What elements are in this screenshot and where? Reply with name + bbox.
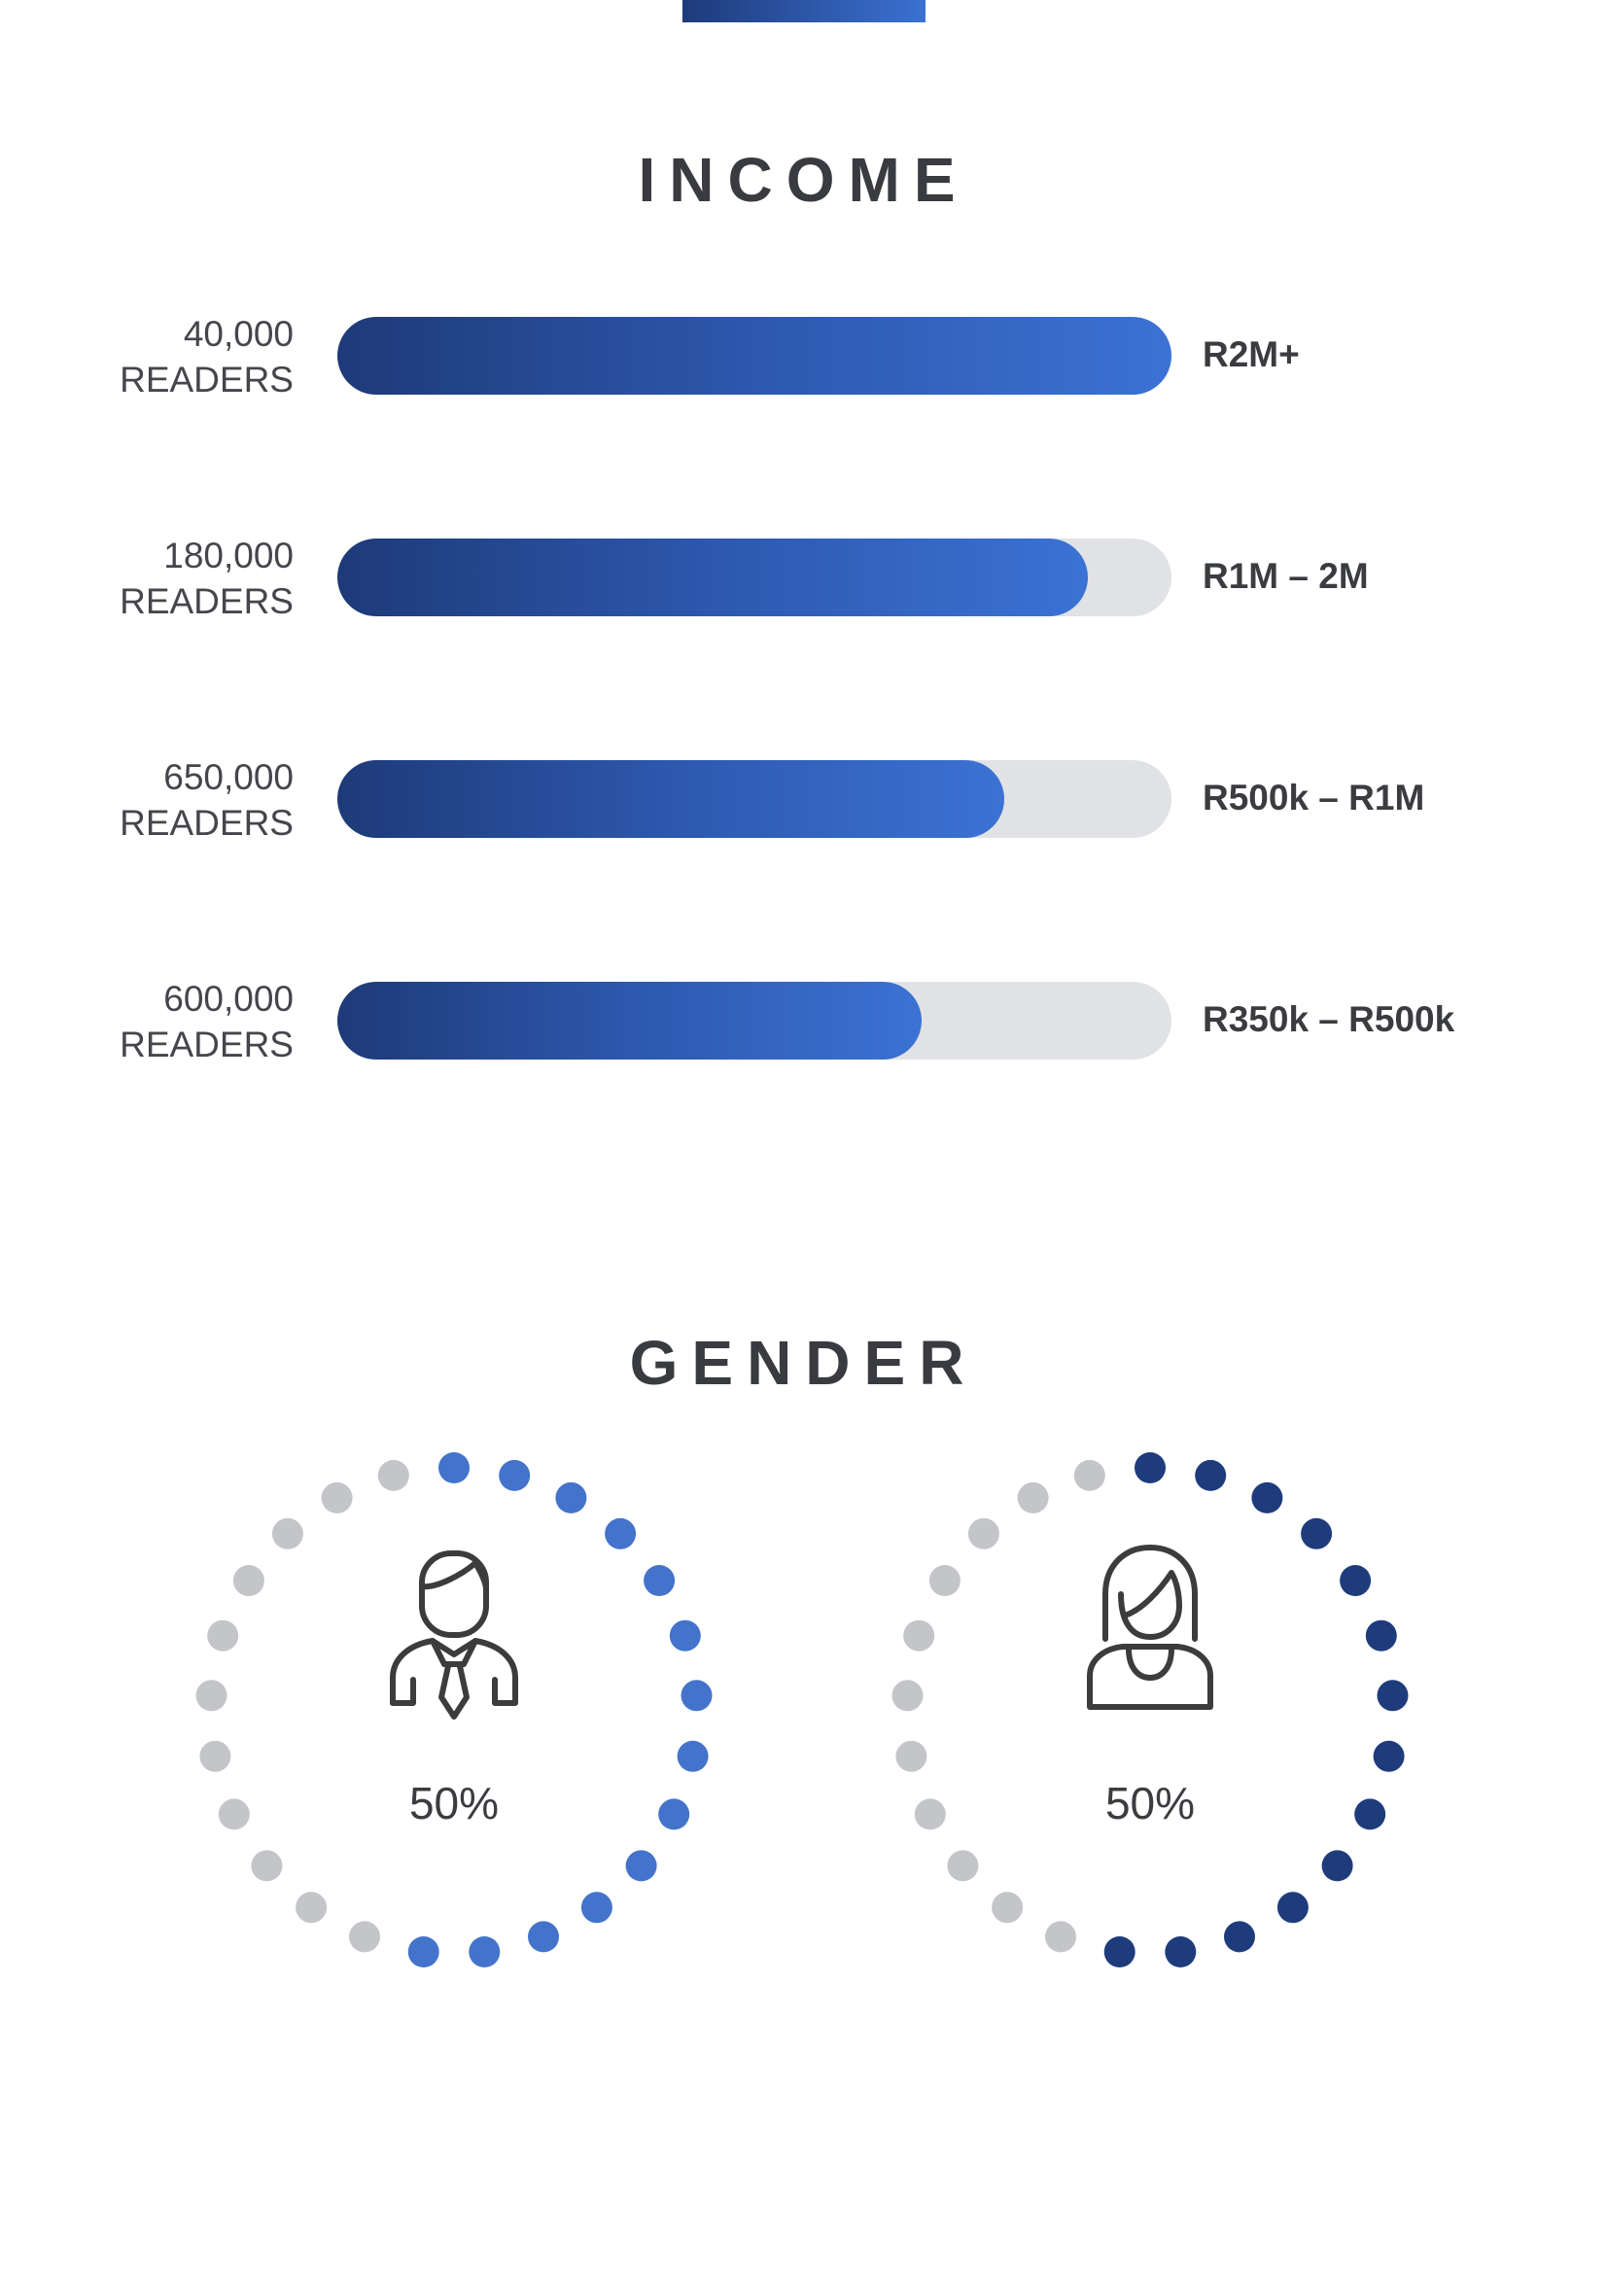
readers-count: 40,000 xyxy=(183,314,294,354)
ring-dot-empty xyxy=(271,1517,303,1549)
ring-dot-empty xyxy=(349,1921,380,1953)
ring-dot-empty xyxy=(377,1459,409,1491)
ring-dot-filled xyxy=(1276,1892,1309,1924)
income-row: 650,000 READERS R500k – R1M xyxy=(0,757,1607,843)
ring-dot-empty xyxy=(199,1740,231,1772)
ring-dot-filled xyxy=(407,1936,439,1967)
ring-dot-empty xyxy=(321,1481,353,1513)
ring-dot-filled xyxy=(555,1481,587,1513)
bar-track xyxy=(337,982,1171,1060)
ring-dot-filled xyxy=(1195,1459,1227,1491)
gender-chart: 50% 50% xyxy=(195,1452,1409,1967)
ring-dot-empty xyxy=(947,1850,979,1882)
readers-count: 650,000 xyxy=(163,757,294,797)
gender-title: GENDER xyxy=(629,1328,978,1398)
ring-dot-empty xyxy=(967,1517,999,1549)
ring-dot-filled xyxy=(1365,1619,1397,1652)
ring-dot-empty xyxy=(895,1740,927,1772)
ring-dot-empty xyxy=(903,1619,935,1652)
ring-dot-empty xyxy=(218,1798,250,1830)
income-bracket-label: R350k – R500k xyxy=(1203,999,1455,1039)
ring-dot-filled xyxy=(1135,1452,1166,1483)
ring-dot-empty xyxy=(296,1892,328,1924)
ring-dot-filled xyxy=(1301,1517,1333,1549)
ring-dot-filled xyxy=(677,1740,709,1772)
ring-dot-empty xyxy=(207,1619,239,1652)
readers-unit: READERS xyxy=(120,1025,294,1064)
ring-dot-empty xyxy=(928,1565,961,1596)
ring-dot-empty xyxy=(195,1680,227,1712)
income-bracket-label: R2M+ xyxy=(1203,334,1300,374)
readers-label: 650,000 READERS xyxy=(58,754,294,846)
readers-unit: READERS xyxy=(120,360,294,400)
ring-dot-filled xyxy=(681,1680,713,1712)
ring-dot-filled xyxy=(1321,1850,1353,1882)
female-dot-ring xyxy=(891,1452,1409,1967)
bar-track xyxy=(337,317,1171,395)
readers-count: 180,000 xyxy=(163,536,294,575)
ring-dot-filled xyxy=(499,1459,531,1491)
ring-dot-filled xyxy=(1373,1740,1405,1772)
income-title: INCOME xyxy=(638,145,969,215)
readers-unit: READERS xyxy=(120,581,294,621)
ring-dot-filled xyxy=(644,1565,676,1596)
readers-label: 40,000 READERS xyxy=(58,311,294,402)
ring-dot-filled xyxy=(658,1798,690,1830)
income-row: 600,000 READERS R350k – R500k xyxy=(0,979,1607,1064)
female-percentage: 50% xyxy=(1105,1778,1195,1828)
ring-dot-filled xyxy=(1251,1481,1283,1513)
ring-dot-filled xyxy=(469,1936,501,1967)
ring-dot-filled xyxy=(438,1452,470,1483)
female-icon xyxy=(1087,1545,1213,1710)
bar-track xyxy=(337,760,1171,838)
income-row: 180,000 READERS R1M – 2M xyxy=(0,536,1607,621)
bar-track xyxy=(337,539,1171,616)
readers-label: 600,000 READERS xyxy=(58,976,294,1067)
ring-dot-filled xyxy=(669,1619,701,1652)
ring-dot-filled xyxy=(1340,1565,1372,1596)
readers-count: 600,000 xyxy=(163,979,294,1019)
income-bar xyxy=(337,539,1089,616)
ring-dot-filled xyxy=(580,1892,612,1924)
ring-dot-filled xyxy=(1224,1921,1255,1953)
readers-unit: READERS xyxy=(120,803,294,843)
income-row: 40,000 READERS R2M+ xyxy=(0,314,1607,400)
ring-dot-empty xyxy=(891,1680,924,1712)
male-dot-ring xyxy=(195,1452,713,1967)
ring-dot-empty xyxy=(992,1892,1024,1924)
ring-dot-empty xyxy=(1073,1459,1105,1491)
top-accent-bar xyxy=(682,0,926,22)
readers-label: 180,000 READERS xyxy=(58,533,294,624)
ring-dot-filled xyxy=(625,1850,657,1882)
income-bracket-label: R1M – 2M xyxy=(1203,556,1369,596)
income-bar xyxy=(337,760,1005,838)
income-bar xyxy=(337,982,922,1060)
income-bracket-label: R500k – R1M xyxy=(1203,778,1425,818)
ring-dot-empty xyxy=(232,1565,264,1596)
ring-dot-filled xyxy=(1165,1936,1197,1967)
ring-dot-filled xyxy=(1377,1680,1409,1712)
ring-dot-empty xyxy=(1045,1921,1076,1953)
ring-dot-filled xyxy=(528,1921,559,1953)
male-icon xyxy=(390,1550,518,1720)
ring-dot-empty xyxy=(251,1850,283,1882)
ring-dot-filled xyxy=(1354,1798,1386,1830)
ring-dot-empty xyxy=(1017,1481,1049,1513)
ring-dot-filled xyxy=(1103,1936,1135,1967)
male-percentage: 50% xyxy=(409,1778,499,1828)
ring-dot-filled xyxy=(605,1517,637,1549)
income-bar xyxy=(337,317,1171,395)
ring-dot-empty xyxy=(914,1798,946,1830)
